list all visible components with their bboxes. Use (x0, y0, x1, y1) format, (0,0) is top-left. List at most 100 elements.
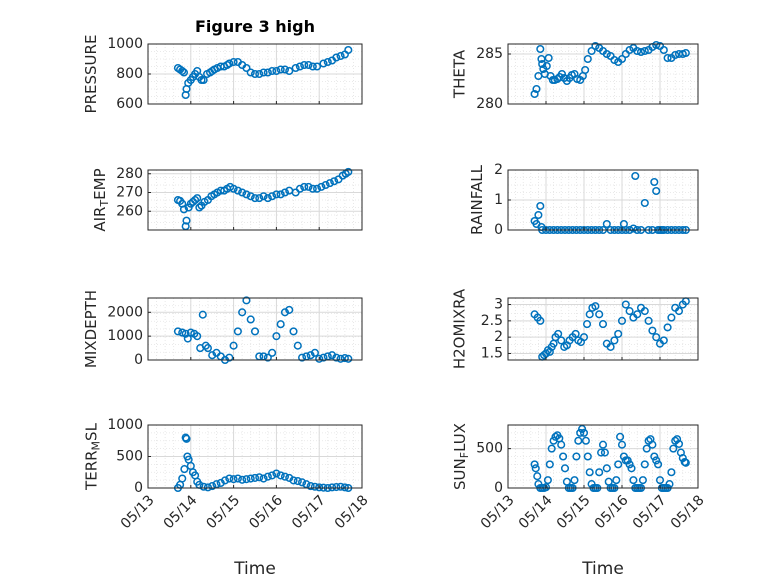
data-point (193, 332, 202, 341)
data-point (674, 307, 684, 316)
data-point (659, 336, 668, 345)
y-tick-label: 800 (116, 66, 143, 82)
data-point (673, 435, 682, 444)
x-axis-label: Time (233, 559, 276, 579)
data-point (595, 468, 604, 477)
data-point (330, 177, 339, 186)
data-point (263, 472, 272, 481)
subplot-theta: 280 285 THETA (451, 40, 699, 112)
data-point (208, 351, 217, 360)
data-point (648, 440, 657, 449)
data-point (300, 60, 309, 70)
y-tick-label: 285 (476, 46, 503, 62)
data-point (250, 327, 260, 336)
data-point (229, 475, 238, 484)
data-point (289, 476, 298, 485)
data-point (229, 184, 238, 193)
data-point (179, 68, 189, 77)
data-point (272, 66, 281, 76)
data-point (233, 474, 242, 483)
data-point (530, 89, 539, 99)
data-point (304, 182, 313, 191)
data-point (220, 476, 230, 485)
data-point (325, 179, 334, 188)
data-point (546, 71, 555, 81)
data-point (536, 201, 545, 211)
y-tick-label: 270 (116, 185, 143, 201)
x-axis-label: Time (581, 559, 624, 579)
data-point (536, 44, 545, 54)
data-point (242, 63, 251, 73)
data-point (295, 62, 304, 71)
data-point (654, 460, 663, 469)
y-axis-label: PRESSURE (82, 35, 100, 114)
y-tick-label: 500 (476, 441, 503, 457)
data-point (625, 307, 634, 316)
data-point (344, 354, 353, 363)
data-point (531, 464, 540, 473)
y-tick-label: 280 (116, 166, 143, 182)
data-point (295, 184, 304, 193)
y-axis-label: AIRTEMP (91, 168, 112, 231)
data-point (581, 436, 590, 445)
data-point (581, 65, 590, 75)
data-point (574, 436, 583, 445)
data-point (671, 50, 680, 60)
data-point (313, 62, 322, 71)
data-point (591, 302, 600, 311)
grid (507, 298, 699, 360)
data-point (332, 53, 341, 62)
data-point (638, 476, 647, 485)
data-point (293, 477, 302, 486)
data-point (203, 483, 212, 492)
data-point (272, 469, 281, 478)
data-point (259, 68, 268, 77)
data-point (308, 62, 317, 71)
y-tick-label: 1 (494, 192, 503, 208)
data-point (225, 59, 234, 68)
data-point (310, 348, 319, 357)
data-point (530, 460, 539, 469)
data-point (600, 448, 609, 457)
data-point (255, 473, 264, 482)
data-point (633, 46, 642, 56)
data-point (617, 54, 627, 64)
data-point (182, 434, 191, 443)
data-point (560, 464, 570, 473)
data-point (582, 320, 592, 329)
x-tick-label: 05/17 (289, 492, 329, 532)
data-point (191, 195, 200, 205)
data-point (663, 53, 672, 63)
data-point (595, 310, 604, 319)
data-point (627, 464, 636, 473)
data-point (340, 354, 349, 363)
axes-box (147, 169, 363, 231)
data-point (263, 68, 272, 77)
data-point (625, 460, 634, 469)
data-point (317, 182, 326, 191)
y-tick-label: 0 (134, 352, 143, 368)
data-point (585, 468, 594, 477)
data-point (276, 65, 285, 74)
data-point (557, 69, 567, 79)
y-tick-label: 1.5 (481, 345, 503, 361)
data-point (315, 483, 324, 492)
x-tick-label: 05/15 (203, 492, 243, 532)
data-point (259, 192, 268, 201)
subplot-mixdepth: 0 1000 2000 MIXDEPTH (82, 290, 363, 368)
data-point (276, 320, 285, 329)
data-point (547, 444, 556, 453)
x-tick-label: 05/14 (161, 492, 201, 532)
data-point (336, 354, 345, 363)
data-point (180, 465, 189, 474)
data-point (681, 458, 690, 467)
x-tick-label: 05/17 (630, 492, 670, 532)
data-point (583, 452, 592, 461)
x-tick-label: 05/13 (478, 492, 518, 532)
data-point (571, 329, 580, 338)
data-point (665, 480, 674, 489)
data-point (640, 307, 649, 316)
data-point (203, 344, 212, 353)
axes-box (507, 297, 699, 361)
